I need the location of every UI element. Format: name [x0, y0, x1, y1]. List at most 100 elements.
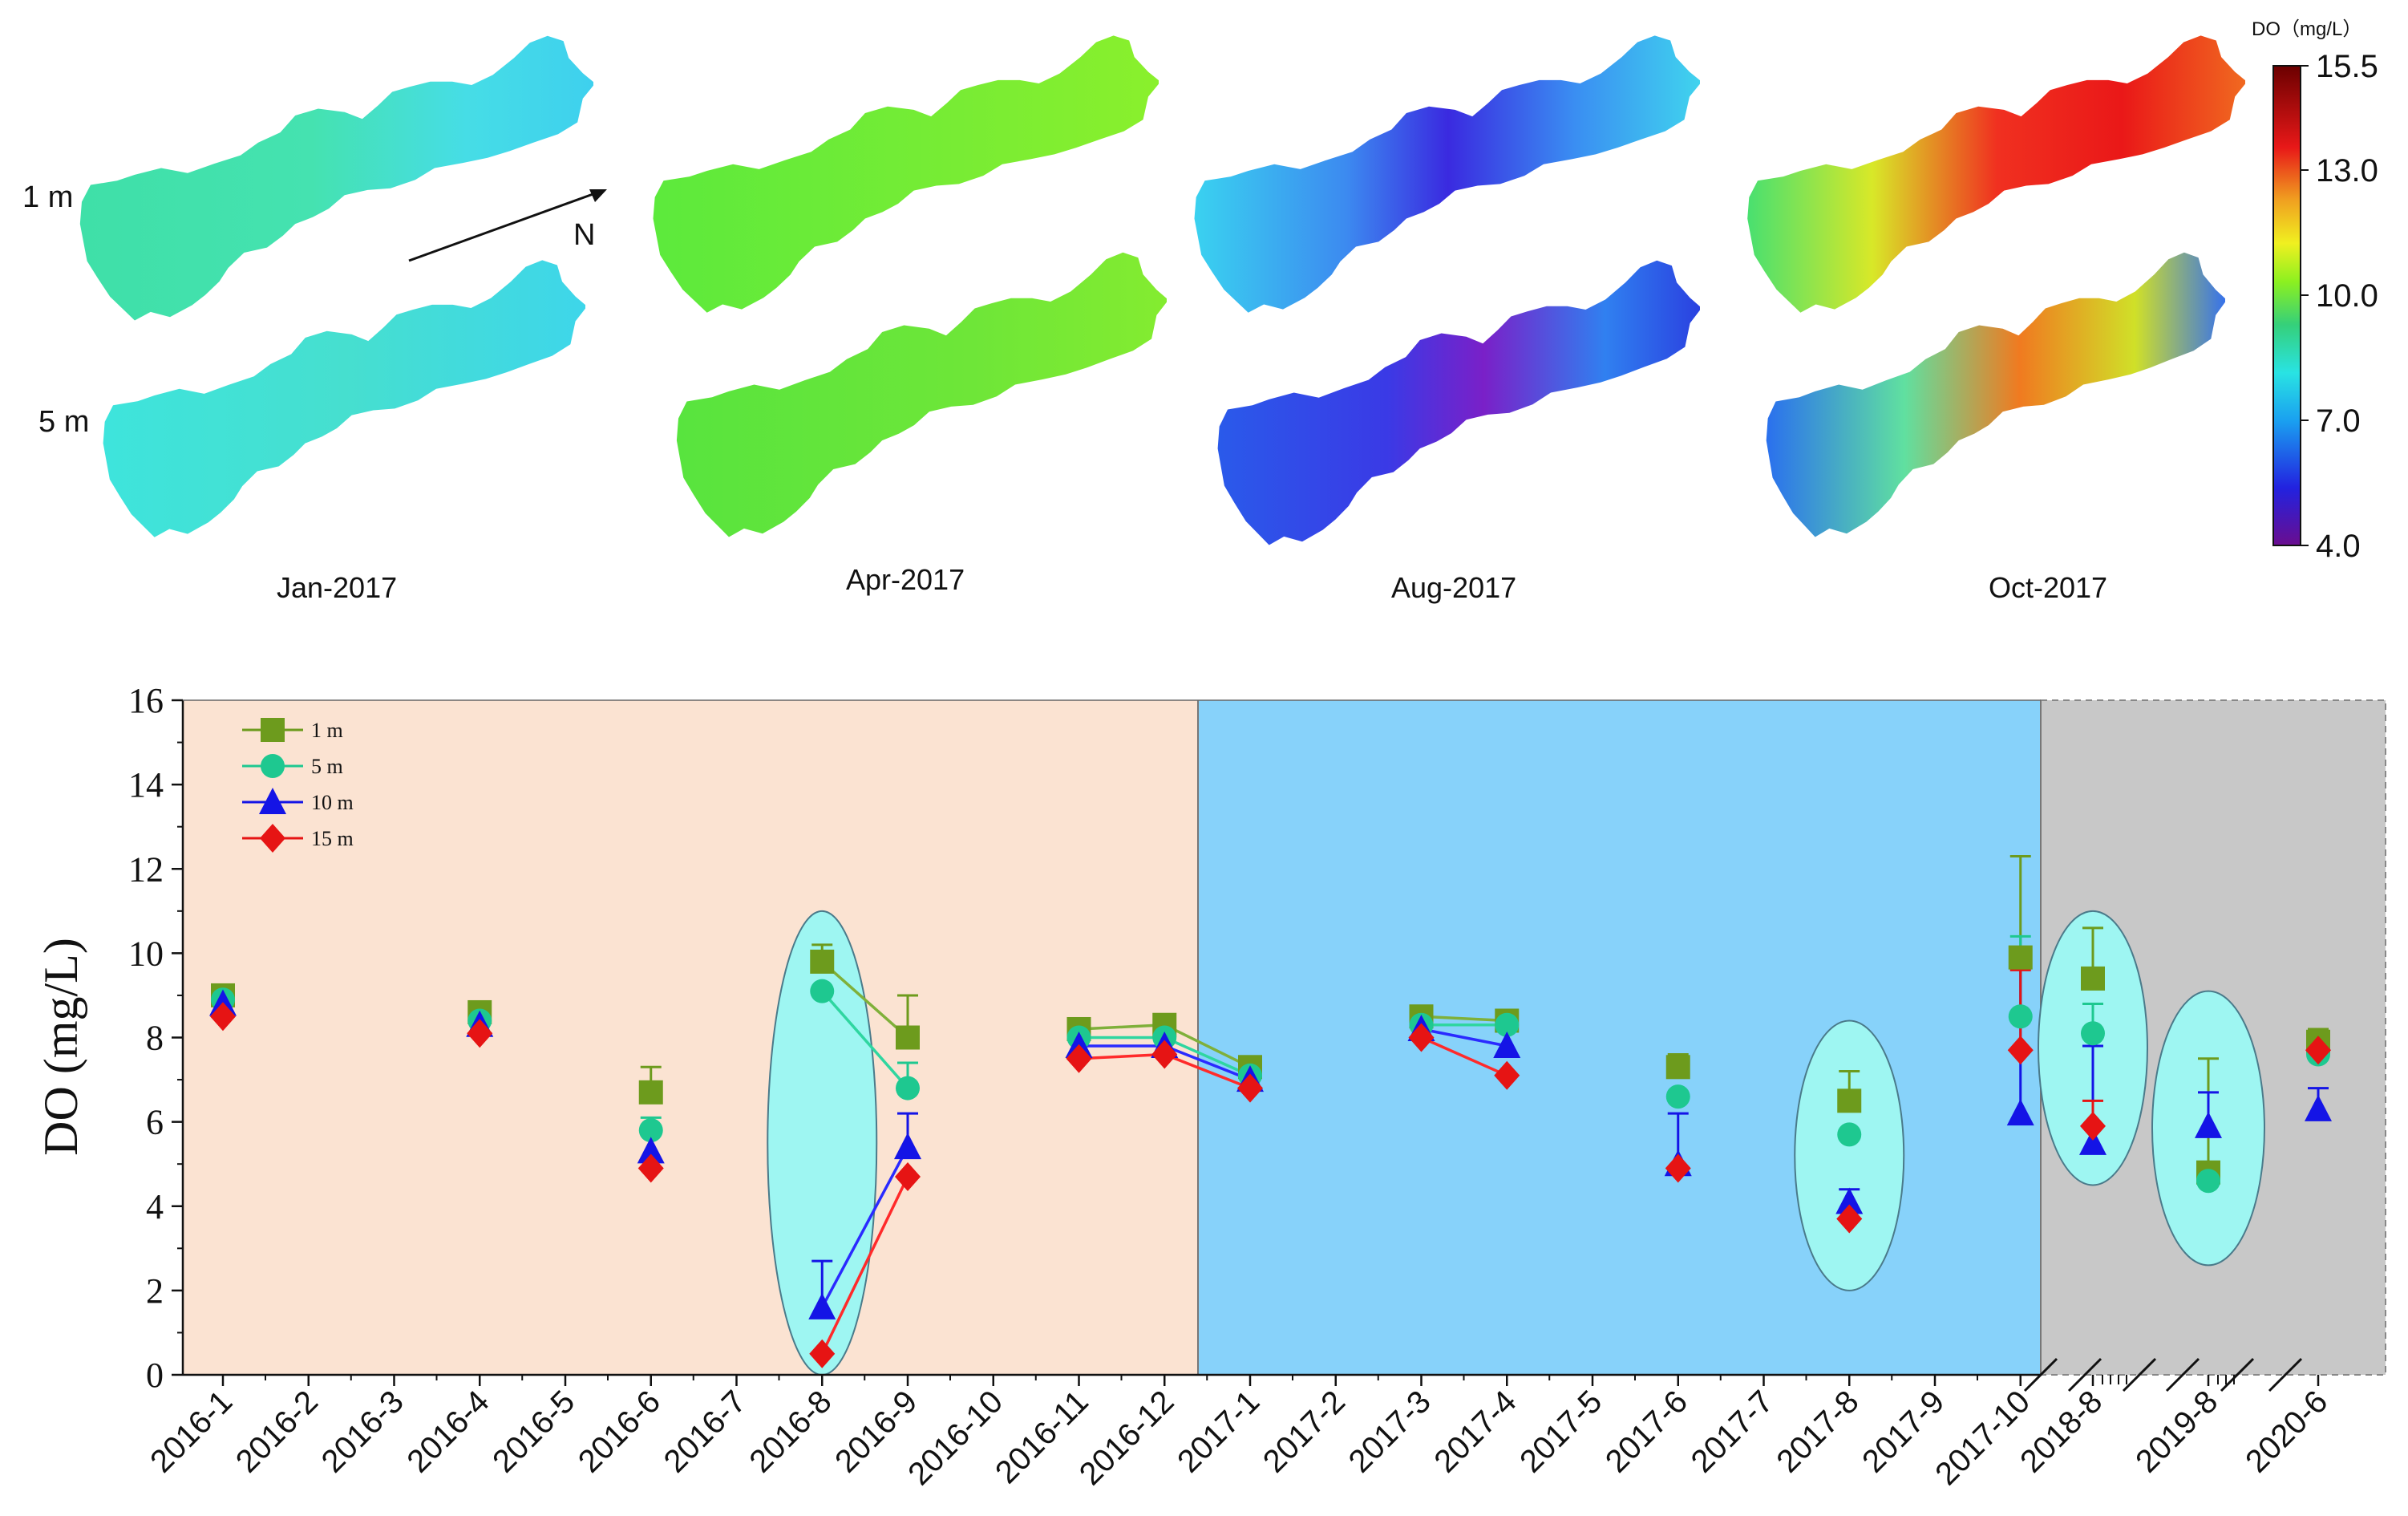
series-line-10m: [820, 1146, 909, 1308]
series-line-1m: [1164, 1024, 1251, 1068]
highlight-ellipse: [1794, 1019, 1905, 1291]
axis-break-mark: [2067, 1357, 2102, 1392]
point-15m: [1665, 1153, 1691, 1183]
x-tick-label: 2016-5: [486, 1384, 581, 1479]
point-5m: [810, 979, 835, 1003]
series-markers: [209, 945, 2332, 1368]
point-15m: [2007, 1036, 2034, 1065]
axis-break-mark: [2220, 1357, 2255, 1392]
x-tick-label: 2016-3: [315, 1384, 411, 1479]
y-tick-label: 4: [146, 1187, 164, 1226]
x-tick-label: 2016-10: [901, 1384, 1010, 1492]
legend-label-10m: 10 m: [311, 791, 354, 814]
x-tick-label: 2017-3: [1342, 1384, 1438, 1479]
point-5m: [1837, 1122, 1862, 1147]
point-15m: [467, 1019, 493, 1048]
x-tick-label: 2016-12: [1073, 1384, 1181, 1492]
colorbar-ramp: [2272, 65, 2301, 546]
point-15m: [1836, 1204, 1863, 1234]
x-tick-label: 2016-8: [743, 1384, 838, 1479]
depth-label-5m: 5 m: [38, 405, 89, 439]
axis-break-mark: [2023, 1357, 2058, 1392]
legend-label-5m: 5 m: [311, 755, 343, 778]
period-band: [1198, 700, 2041, 1375]
x-tick-label: 2016-6: [572, 1384, 667, 1479]
point-5m: [1495, 1012, 1520, 1037]
point-1m: [810, 949, 835, 974]
month-label-jan-2017: Jan-2017: [277, 571, 397, 604]
legend: 1 m 5 m 10 m 15 m: [242, 718, 354, 853]
y-tick-label: 8: [146, 1019, 164, 1058]
point-15m: [2080, 1111, 2106, 1141]
point-10m: [2079, 1128, 2106, 1155]
y-tick-label: 14: [128, 765, 164, 805]
map-apr-2017-1m: [654, 35, 1161, 312]
point-5m: [2081, 1021, 2105, 1046]
north-arrow: N: [408, 189, 607, 262]
point-1m: [1665, 1055, 1690, 1080]
month-label-oct-2017: Oct-2017: [1989, 571, 2107, 604]
series-line-15m: [1164, 1052, 1251, 1090]
point-5m: [896, 1076, 920, 1101]
x-tick-label: 2020-6: [2239, 1384, 2334, 1479]
series-line-1m: [821, 960, 909, 1039]
x-tick-label: 2016-1: [144, 1384, 239, 1479]
point-15m: [210, 1002, 236, 1032]
colorbar-tick-label: 15.5: [2316, 49, 2378, 84]
month-label-apr-2017: Apr-2017: [846, 563, 965, 596]
point-5m: [2196, 1169, 2220, 1194]
point-10m: [808, 1292, 836, 1319]
legend-marker-15m: [260, 824, 285, 853]
series-line-5m: [820, 990, 909, 1089]
point-10m: [2305, 1094, 2332, 1121]
series-line-15m: [820, 1176, 909, 1355]
point-5m: [2008, 1004, 2033, 1029]
colorbar-tick-label: 13.0: [2316, 153, 2378, 188]
x-tick-label: 2016-2: [229, 1384, 325, 1479]
colorbar-tick-label: 7.0: [2316, 403, 2361, 439]
point-5m: [638, 1118, 663, 1143]
x-tick-label: 2017-5: [1513, 1384, 1609, 1479]
point-1m: [896, 1025, 920, 1050]
colorbar-title: DO（mg/L）: [2252, 18, 2361, 40]
point-15m: [2305, 1036, 2331, 1065]
x-tick-label: 2017-10: [1928, 1384, 2037, 1492]
point-10m: [1493, 1032, 1521, 1059]
series-line-10m: [1421, 1028, 1508, 1048]
point-10m: [1835, 1187, 1864, 1214]
map-aug-2017-1m: [1195, 35, 1702, 312]
point-10m: [894, 1133, 921, 1160]
point-15m: [895, 1161, 921, 1191]
x-tick-label: 2017-8: [1770, 1384, 1865, 1479]
point-5m: [1665, 1084, 1690, 1109]
y-tick-label: 6: [146, 1103, 164, 1142]
colorbar-tick-label: 4.0: [2316, 529, 2361, 564]
colorbar-ticks: 15.5 13.0 10.0 7.0 4.0: [2301, 49, 2378, 564]
point-15m: [1237, 1073, 1263, 1103]
contour-maps: 1 m 5 m Jan-2017 Apr-2017 Aug-2017 Oct-2…: [22, 18, 2378, 604]
point-1m: [2081, 966, 2105, 991]
point-10m: [2006, 1099, 2034, 1126]
y-tick-label: 0: [146, 1356, 164, 1395]
x-tick-label: 2017-2: [1257, 1384, 1352, 1479]
month-label-aug-2017: Aug-2017: [1391, 571, 1516, 604]
legend-marker-1m: [261, 718, 285, 742]
point-15m: [1066, 1044, 1092, 1073]
series-lines: [820, 960, 1508, 1355]
legend-marker-5m: [261, 754, 285, 778]
y-axis-label: DO (mg/L): [34, 938, 87, 1156]
period-band: [183, 700, 1198, 1375]
x-tick-label: 2019-8: [2129, 1384, 2224, 1479]
north-label: N: [573, 218, 595, 252]
colorbar-tick-label: 10.0: [2316, 278, 2378, 314]
colorbar: DO（mg/L） 15.5 13.0 10.0 7.0 4.0: [2252, 18, 2378, 564]
y-tick-label: 2: [146, 1271, 164, 1311]
x-tick-label: 2016-7: [658, 1384, 753, 1479]
x-tick-label: 2017-4: [1427, 1384, 1523, 1479]
series-line-1m: [1421, 1015, 1508, 1023]
point-10m: [2195, 1111, 2222, 1138]
point-15m: [1494, 1060, 1520, 1090]
axis-break-mark: [2165, 1357, 2200, 1392]
legend-marker-10m: [259, 788, 286, 814]
legend-label-1m: 1 m: [311, 719, 343, 742]
